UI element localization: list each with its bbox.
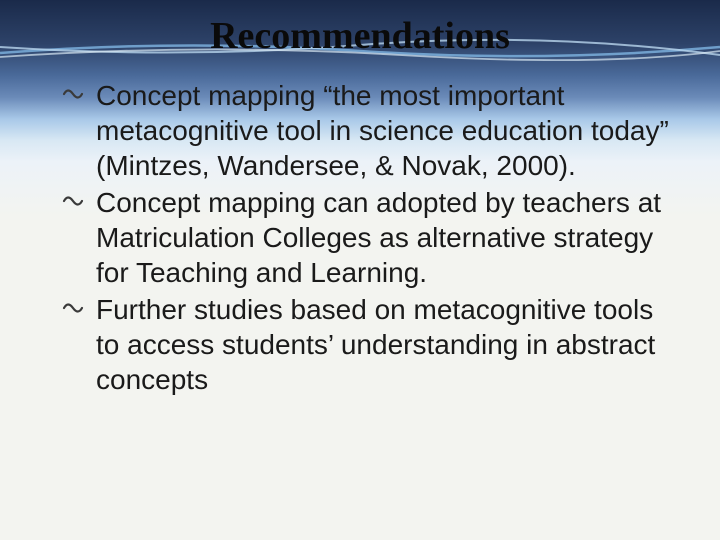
- swirl-bullet-icon: [60, 84, 86, 104]
- swirl-bullet-icon: [60, 191, 86, 211]
- bullet-item: Concept mapping can adopted by teachers …: [60, 185, 680, 290]
- slide-body: Concept mapping “the most important meta…: [60, 78, 680, 399]
- bullet-item: Concept mapping “the most important meta…: [60, 78, 680, 183]
- bullet-text: Further studies based on metacognitive t…: [96, 294, 655, 395]
- presentation-slide: Recommendations Concept mapping “the mos…: [0, 0, 720, 540]
- swirl-bullet-icon: [60, 298, 86, 318]
- slide-title: Recommendations: [0, 14, 720, 58]
- bullet-text: Concept mapping can adopted by teachers …: [96, 187, 661, 288]
- bullet-text: Concept mapping “the most important meta…: [96, 80, 669, 181]
- bullet-item: Further studies based on metacognitive t…: [60, 292, 680, 397]
